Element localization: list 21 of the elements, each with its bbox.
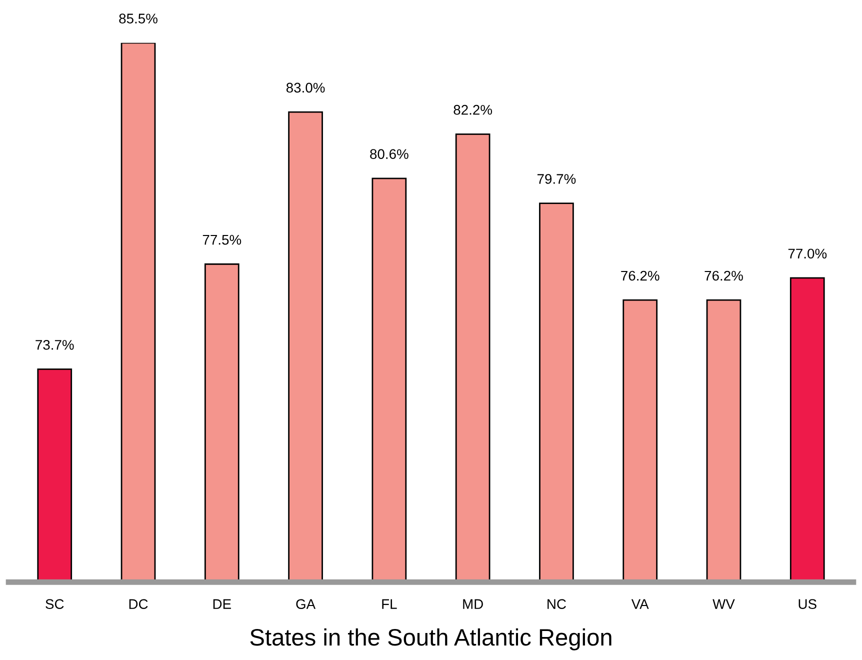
data-label: 80.6% <box>370 149 408 159</box>
data-label: 83.0% <box>286 82 325 93</box>
data-label: 82.2% <box>454 104 492 115</box>
data-label: 77.0% <box>788 248 827 259</box>
x-tick-label: WV <box>712 599 735 609</box>
x-tick-label: DC <box>129 599 148 609</box>
data-label: 77.5% <box>202 234 242 245</box>
x-tick-label: NC <box>548 599 566 609</box>
x-tick-label: US <box>798 599 816 609</box>
data-label: 76.2% <box>621 270 660 281</box>
x-tick-label: VA <box>631 599 649 609</box>
data-label: 76.2% <box>704 270 743 281</box>
x-axis-title: States in the South Atlantic Region <box>250 628 612 650</box>
x-tick-label: DE <box>213 599 231 609</box>
x-tick-label: SC <box>46 599 64 609</box>
x-tick-label: GA <box>296 599 316 609</box>
data-label: 79.7% <box>537 174 576 184</box>
x-tick-label: MD <box>463 599 483 609</box>
data-label: 85.5% <box>119 14 158 24</box>
x-tick-label: FL <box>382 599 397 609</box>
data-label: 73.7% <box>36 340 74 350</box>
